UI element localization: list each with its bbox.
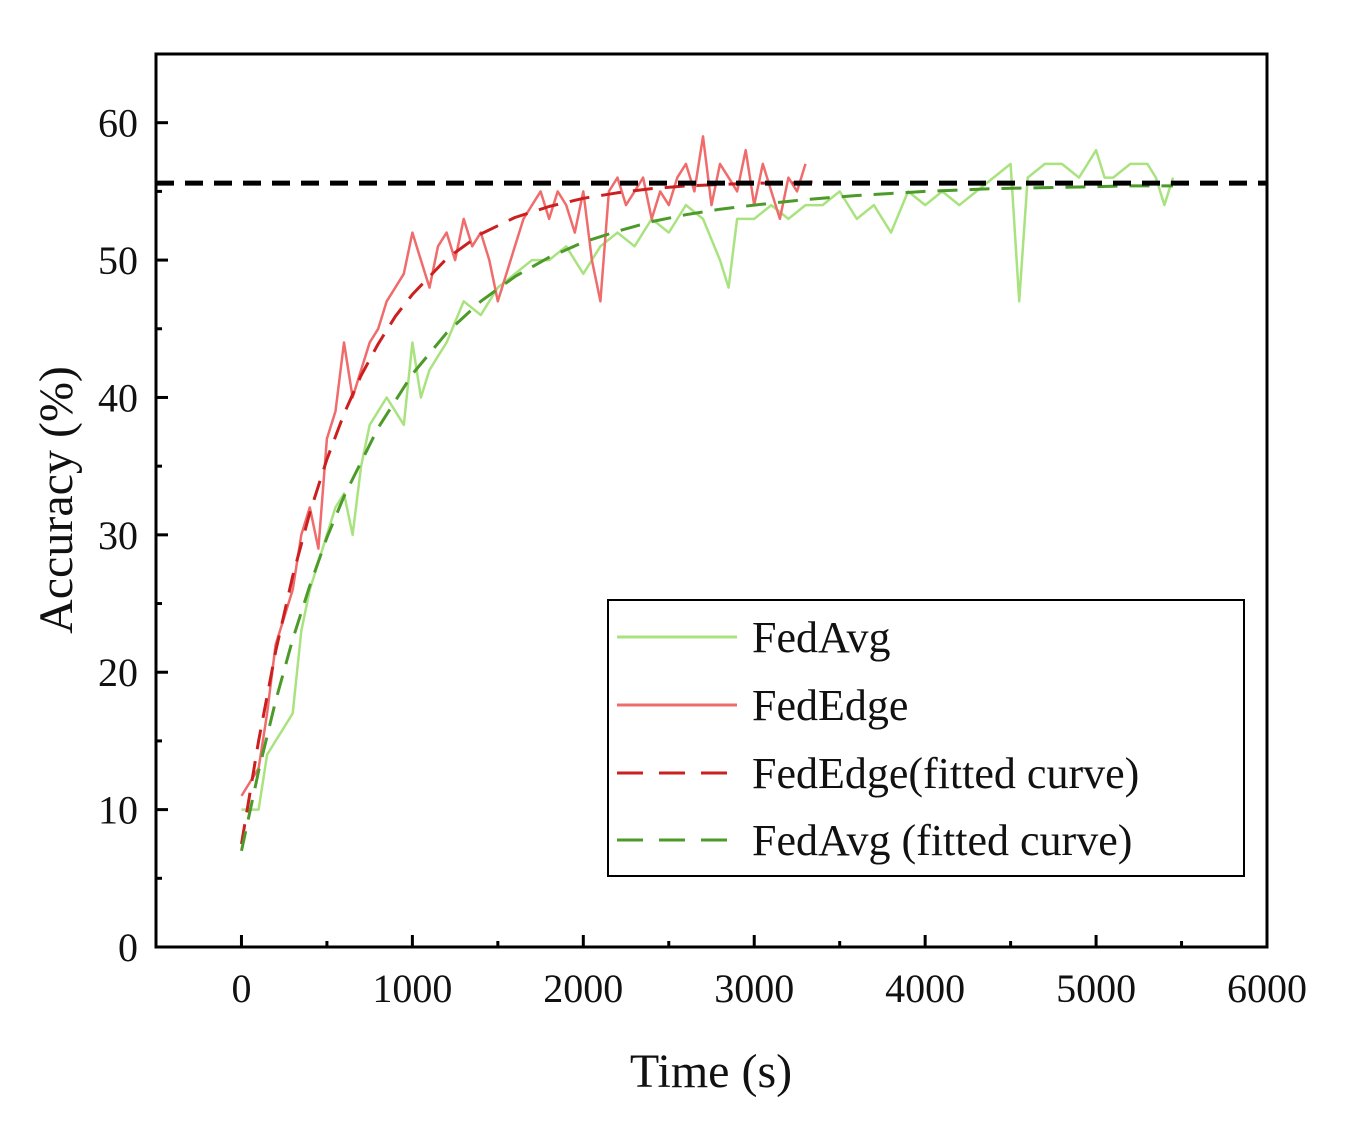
x-tick-label: 3000 — [714, 966, 794, 1011]
x-axis-title: Time (s) — [630, 1045, 792, 1098]
y-tick-label: 30 — [98, 513, 138, 558]
x-tick-label: 1000 — [372, 966, 452, 1011]
legend-label-fedavg: FedAvg — [752, 613, 891, 662]
series-fedavg-fitted-curve — [240, 184, 1173, 852]
axis-ticks: 0 1000 2000 3000 4000 5000 6000 0 10 20 30 40 50 60 — [98, 52, 1307, 1011]
x-tick-label: 4000 — [885, 966, 965, 1011]
series-fededge — [240, 135, 807, 797]
x-tick-label: 5000 — [1056, 966, 1136, 1011]
y-tick-label: 50 — [98, 238, 138, 283]
y-tick-label: 60 — [98, 101, 138, 146]
y-tick-label: 20 — [98, 650, 138, 695]
legend-label-fededge-fitted: FedEdge(fitted curve) — [752, 749, 1139, 798]
legend-box — [607, 599, 1245, 877]
y-tick-label: 40 — [98, 375, 138, 420]
x-tick-label: 2000 — [543, 966, 623, 1011]
x-tick-label: 0 — [231, 966, 251, 1011]
y-tick-label: 0 — [118, 925, 138, 970]
series-fededge-fitted-curve — [240, 180, 815, 845]
plot-lines — [156, 135, 1267, 852]
plot-frame — [154, 52, 1269, 949]
legend-label-fedavg-fitted: FedAvg (fitted curve) — [752, 816, 1132, 865]
x-tick-label: 6000 — [1227, 966, 1307, 1011]
y-axis-title: Accuracy (%) — [30, 366, 83, 634]
legend-label-fededge: FedEdge — [752, 681, 908, 730]
legend: FedAvg FedEdge FedEdge(fitted curve) Fed… — [607, 599, 1245, 877]
y-tick-label: 10 — [98, 788, 138, 833]
